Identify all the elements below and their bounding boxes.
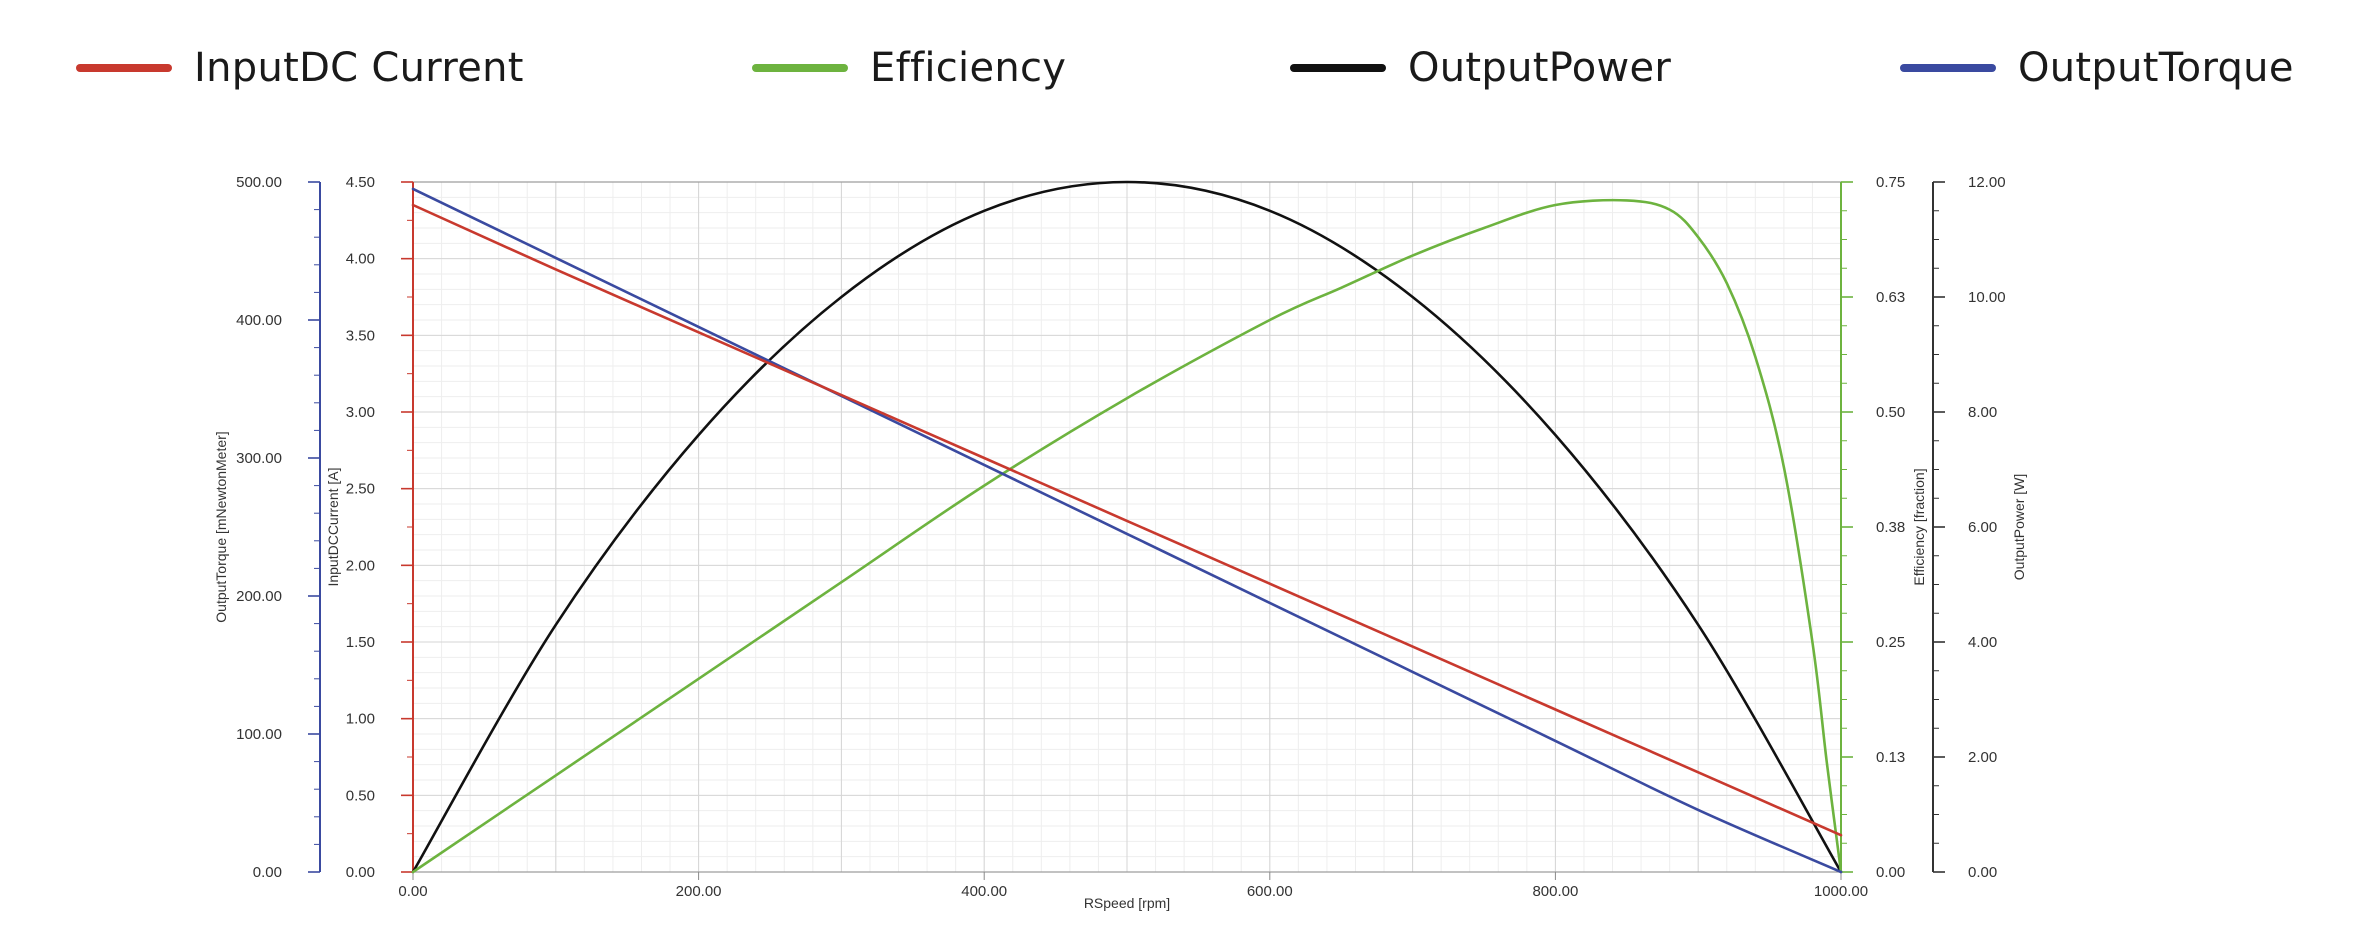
current-tick-label: 0.00	[346, 864, 375, 881]
efficiency-tick-label: 0.50	[1876, 404, 1905, 421]
power-tick-label: 8.00	[1968, 404, 1997, 421]
torque-tick-label: 400.00	[236, 312, 282, 329]
power-axis-title: OutputPower [W]	[2011, 474, 2027, 581]
power-tick-label: 4.00	[1968, 634, 1997, 651]
current-tick-label: 2.00	[346, 557, 375, 574]
efficiency-tick-label: 0.63	[1876, 289, 1905, 306]
current-tick-label: 4.00	[346, 251, 375, 268]
legend-label-current: InputDC Current	[194, 45, 524, 91]
legend-label-torque: OutputTorque	[2018, 45, 2294, 91]
legend-swatch-efficiency	[752, 64, 848, 72]
x-tick-label: 600.00	[1247, 883, 1293, 900]
torque-tick-label: 500.00	[236, 174, 282, 191]
legend-item-torque[interactable]: OutputTorque	[1900, 38, 2294, 98]
efficiency-tick-label: 0.00	[1876, 864, 1905, 881]
legend-item-current[interactable]: InputDC Current	[76, 38, 524, 98]
torque-axis-title: OutputTorque [mNewtonMeter]	[213, 431, 229, 622]
torque-tick-label: 0.00	[253, 864, 282, 881]
x-tick-label: 200.00	[676, 883, 722, 900]
legend-item-efficiency[interactable]: Efficiency	[752, 38, 1066, 98]
efficiency-tick-label: 0.38	[1876, 519, 1905, 536]
series-line-outputpower	[411, 180, 1843, 874]
legend-label-power: OutputPower	[1408, 45, 1672, 91]
torque-tick-label: 100.00	[236, 726, 282, 743]
current-tick-label: 4.50	[346, 174, 375, 191]
x-axis-title: RSpeed [rpm]	[1084, 895, 1170, 911]
legend-swatch-current	[76, 64, 172, 72]
current-tick-label: 1.50	[346, 634, 375, 651]
efficiency-axis-title: Efficiency [fraction]	[1911, 468, 1927, 585]
x-tick-label: 0.00	[398, 883, 427, 900]
series-line-inputdc-current	[411, 203, 1843, 837]
series-line-outputtorque	[411, 187, 1843, 874]
power-tick-label: 6.00	[1968, 519, 1997, 536]
torque-tick-label: 300.00	[236, 450, 282, 467]
current-tick-label: 0.50	[346, 787, 375, 804]
x-tick-label: 800.00	[1532, 883, 1578, 900]
current-tick-label: 3.50	[346, 327, 375, 344]
current-tick-label: 3.00	[346, 404, 375, 421]
chart-legend: InputDC Current Efficiency OutputPower O…	[0, 0, 2374, 130]
efficiency-tick-label: 0.13	[1876, 749, 1905, 766]
x-tick-label: 400.00	[961, 883, 1007, 900]
power-tick-label: 12.00	[1968, 174, 2006, 191]
efficiency-tick-label: 0.25	[1876, 634, 1905, 651]
power-tick-label: 2.00	[1968, 749, 1997, 766]
series-line-efficiency	[411, 198, 1843, 874]
current-tick-label: 1.00	[346, 711, 375, 728]
torque-tick-label: 200.00	[236, 588, 282, 605]
legend-swatch-power	[1290, 64, 1386, 72]
power-tick-label: 0.00	[1968, 864, 1997, 881]
legend-swatch-torque	[1900, 64, 1996, 72]
current-axis-title: InputDCCurrent [A]	[325, 467, 341, 586]
efficiency-tick-label: 0.75	[1876, 174, 1905, 191]
legend-label-efficiency: Efficiency	[870, 45, 1067, 91]
legend-item-power[interactable]: OutputPower	[1290, 38, 1671, 98]
x-tick-label: 1000.00	[1814, 883, 1868, 900]
power-tick-label: 10.00	[1968, 289, 2006, 306]
current-tick-label: 2.50	[346, 481, 375, 498]
